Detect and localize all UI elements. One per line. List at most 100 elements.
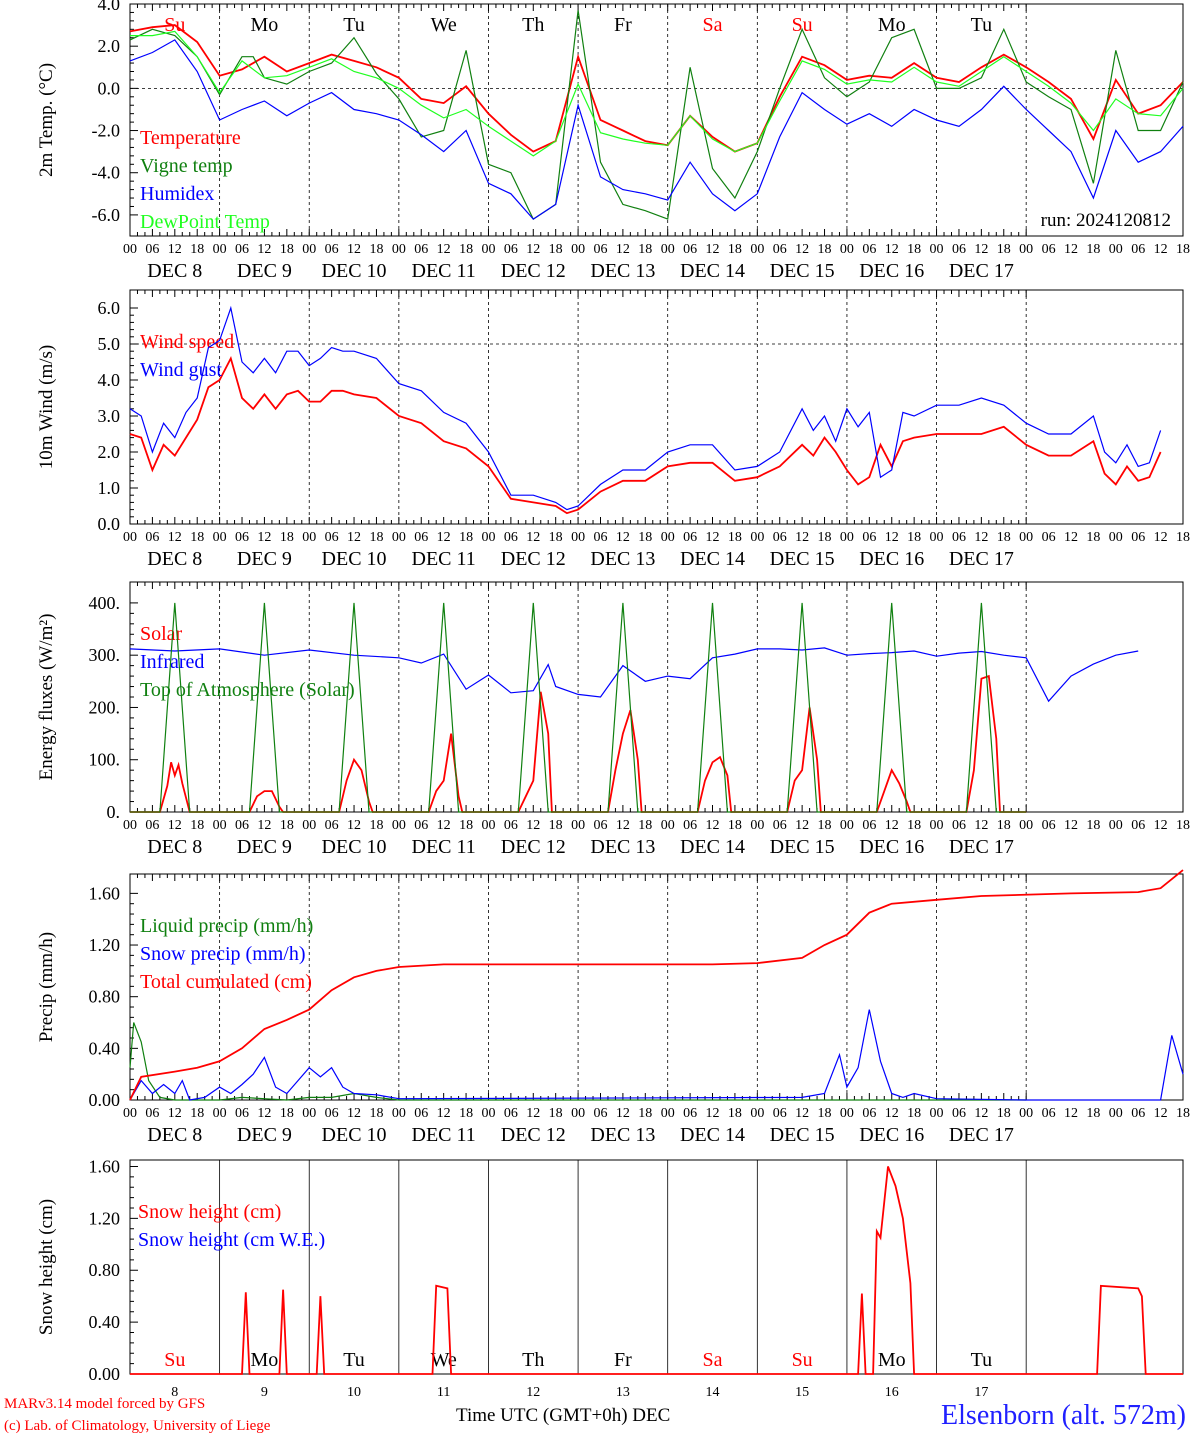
x-day-number: 15	[795, 1385, 809, 1400]
series-line	[129, 647, 1139, 703]
x-hour-label: 00	[661, 1106, 675, 1121]
x-hour-label: 00	[392, 818, 406, 833]
x-hour-label: 06	[593, 530, 607, 545]
x-day-label: DEC 8	[147, 548, 202, 570]
x-hour-label: 06	[325, 242, 339, 257]
x-day-number: 10	[347, 1385, 361, 1400]
x-hour-label: 18	[1176, 1106, 1190, 1121]
y-tick-label: 4.0	[98, 0, 121, 14]
x-day-label: DEC 14	[680, 836, 745, 858]
x-hour-label: 06	[1042, 818, 1056, 833]
x-hour-label: 18	[1086, 818, 1100, 833]
x-axis-title: Time UTC (GMT+0h) DEC	[456, 1405, 670, 1427]
x-hour-label: 06	[773, 818, 787, 833]
x-hour-label: 06	[325, 530, 339, 545]
x-day-label: DEC 16	[859, 260, 924, 282]
x-hour-label: 18	[728, 530, 742, 545]
y-tick-label: -6.0	[92, 205, 121, 225]
x-hour-label: 00	[1109, 242, 1123, 257]
y-tick-label: -4.0	[92, 163, 121, 183]
series-line	[129, 10, 1184, 220]
plot-frame	[129, 3, 1184, 237]
y-tick-label: 100.	[89, 750, 121, 770]
y-tick-label: 0.00	[89, 1090, 121, 1110]
x-hour-label: 12	[1064, 818, 1078, 833]
x-hour-label: 06	[414, 1106, 428, 1121]
x-hour-label: 00	[213, 242, 227, 257]
x-hour-label: 12	[437, 530, 451, 545]
x-hour-label: 18	[280, 242, 294, 257]
model-credit: MARv3.14 model forced by GFS	[4, 1396, 206, 1412]
y-tick-label: 200.	[89, 697, 121, 717]
x-hour-label: 00	[481, 530, 495, 545]
x-hour-label: 00	[750, 818, 764, 833]
x-hour-label: 06	[683, 530, 697, 545]
x-day-label: DEC 12	[501, 1124, 566, 1146]
x-day-label: DEC 8	[147, 1124, 202, 1146]
plot-frame	[129, 289, 1184, 525]
x-day-number: 11	[437, 1385, 450, 1400]
series-line	[129, 1009, 1184, 1101]
x-hour-label: 18	[459, 818, 473, 833]
x-hour-label: 00	[571, 1106, 585, 1121]
x-day-label: DEC 11	[412, 1124, 476, 1146]
x-hour-label: 00	[571, 242, 585, 257]
legend-entry: Total cumulated (cm)	[140, 971, 312, 993]
x-hour-label: 12	[616, 818, 630, 833]
x-hour-label: 00	[123, 530, 137, 545]
y-tick-label: 1.20	[89, 935, 121, 955]
x-hour-label: 18	[549, 818, 563, 833]
x-hour-label: 12	[437, 818, 451, 833]
x-day-label: DEC 11	[412, 836, 476, 858]
x-day-label: DEC 11	[412, 260, 476, 282]
x-day-number: 13	[616, 1385, 630, 1400]
x-hour-label: 06	[683, 1106, 697, 1121]
x-hour-label: 12	[974, 1106, 988, 1121]
legend-entry: DewPoint Temp	[140, 211, 270, 233]
weekday-label: Sa	[703, 14, 723, 36]
y-tick-label: -2.0	[92, 121, 121, 141]
legend-entry: Liquid precip (mm/h)	[140, 915, 313, 937]
x-day-label: DEC 16	[859, 836, 924, 858]
x-hour-label: 18	[728, 242, 742, 257]
x-hour-label: 06	[504, 530, 518, 545]
x-hour-label: 12	[347, 242, 361, 257]
x-day-label: DEC 9	[237, 548, 292, 570]
x-day-label: DEC 10	[322, 836, 387, 858]
x-day-label: DEC 13	[590, 260, 655, 282]
x-hour-label: 18	[818, 818, 832, 833]
x-hour-label: 00	[930, 1106, 944, 1121]
x-hour-label: 12	[974, 818, 988, 833]
x-hour-label: 06	[414, 818, 428, 833]
chart-panel-3: 0. 100. 200. 300. 400. Energy fluxes (W/m²) 00…	[36, 581, 1190, 858]
x-hour-label: 18	[997, 242, 1011, 257]
x-hour-label: 06	[235, 530, 249, 545]
x-day-number: 17	[974, 1385, 988, 1400]
x-hour-label: 06	[683, 242, 697, 257]
x-hour-label: 12	[526, 818, 540, 833]
weekday-label: Su	[164, 1349, 185, 1371]
legend-entry: Snow precip (mm/h)	[140, 943, 306, 965]
x-day-label: DEC 15	[770, 836, 835, 858]
x-hour-label: 18	[1176, 818, 1190, 833]
x-hour-label: 12	[974, 530, 988, 545]
x-hour-label: 06	[235, 1106, 249, 1121]
x-day-label: DEC 15	[770, 548, 835, 570]
x-hour-label: 12	[885, 818, 899, 833]
x-day-label: DEC 16	[859, 1124, 924, 1146]
x-hour-label: 12	[616, 1106, 630, 1121]
y-tick-label: 0.0	[98, 78, 121, 98]
x-hour-label: 12	[795, 530, 809, 545]
x-hour-label: 18	[818, 530, 832, 545]
x-day-label: DEC 10	[322, 260, 387, 282]
x-hour-label: 06	[952, 818, 966, 833]
series-line	[129, 869, 1184, 1101]
x-hour-label: 00	[930, 530, 944, 545]
series-line	[130, 602, 1027, 813]
x-hour-label: 00	[930, 242, 944, 257]
x-hour-label: 00	[750, 1106, 764, 1121]
x-day-label: DEC 17	[949, 260, 1014, 282]
x-hour-label: 18	[369, 242, 383, 257]
x-day-label: DEC 15	[770, 1124, 835, 1146]
x-hour-label: 06	[235, 242, 249, 257]
